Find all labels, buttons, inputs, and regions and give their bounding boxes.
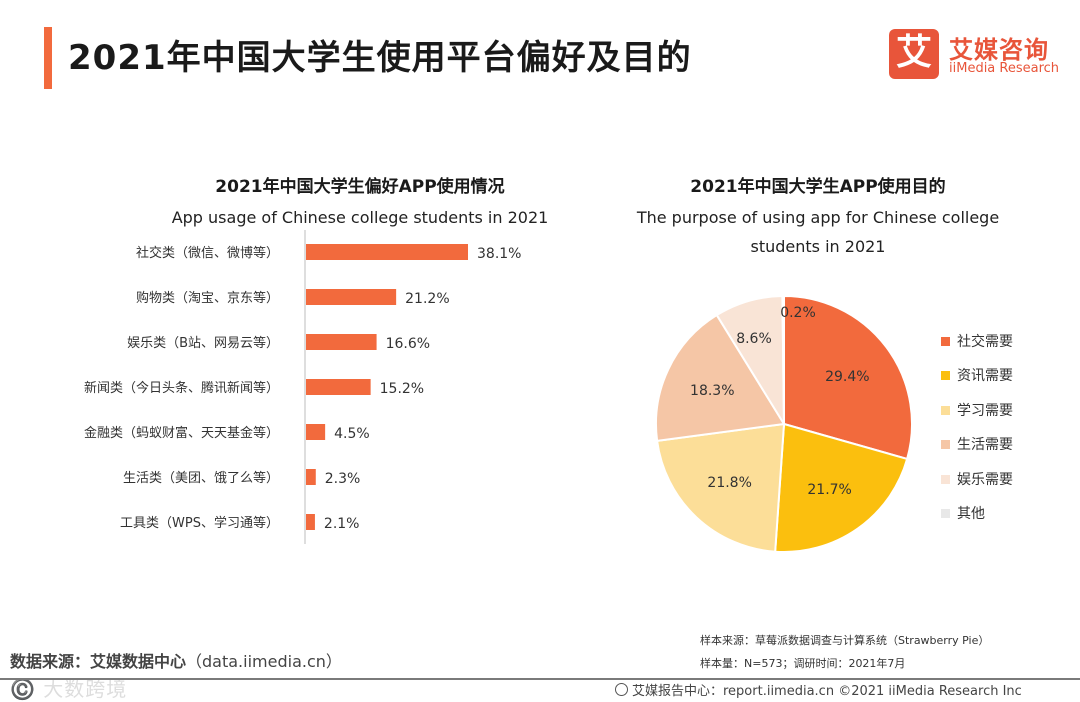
bar-value-label: 2.1% <box>324 516 360 532</box>
bar <box>306 289 397 305</box>
legend-label: 娱乐需要 <box>957 471 1013 488</box>
footer-text[interactable]: 艾媒报告中心：report.iimedia.cn ©2021 iiMedia R… <box>632 684 1022 699</box>
bar-value-label: 38.1% <box>477 246 521 262</box>
pie-chart-subtitle-line2: students in 2021 <box>750 237 886 256</box>
brand-logo[interactable]: 艾 艾媒咨询 iiMedia Research <box>889 29 1064 81</box>
pie-value-label: 0.2% <box>780 305 816 321</box>
legend-label: 学习需要 <box>957 402 1013 419</box>
bar <box>306 514 315 530</box>
bar-value-label: 2.3% <box>325 471 361 487</box>
data-source: 数据来源：艾媒数据中心（data.iimedia.cn） <box>10 648 342 672</box>
brand-logo-mark: 艾 <box>895 32 932 73</box>
bar-chart-header: 2021年中国大学生偏好APP使用情况 App usage of Chinese… <box>150 172 570 227</box>
bar-chart-subtitle: App usage of Chinese college students in… <box>171 208 549 227</box>
data-source-label: 数据来源：艾媒数据中心 <box>10 652 187 671</box>
watermark: ©️ 大数跨境 <box>10 677 128 701</box>
brand-logo-icon: 艾 <box>889 29 939 79</box>
legend-swatch <box>941 371 950 381</box>
bar <box>306 469 316 485</box>
pie-value-label: 21.7% <box>807 482 851 498</box>
pie-value-label: 8.6% <box>736 331 772 347</box>
brand-name-cn: 艾媒咨询 <box>949 36 1049 64</box>
footer: 艾媒报告中心：report.iimedia.cn ©2021 iiMedia R… <box>615 680 1022 699</box>
pie-value-label: 21.8% <box>707 475 751 491</box>
legend-swatch <box>941 508 950 518</box>
legend-label: 社交需要 <box>957 334 1013 350</box>
bar <box>306 334 377 350</box>
bar-category-label: 生活类（美团、饿了么等） <box>123 470 279 486</box>
bar-category-label: 工具类（WPS、学习通等） <box>120 515 279 531</box>
pie-slice <box>655 313 786 442</box>
legend-swatch <box>941 337 950 346</box>
bar <box>306 424 326 440</box>
sample-size-note: 样本量：N=573；调研时间：2021年7月 <box>700 657 906 670</box>
page-title: 2021年中国大学生使用平台偏好及目的 <box>68 38 692 78</box>
bar-category-label: 金融类（蚂蚁财富、天天基金等） <box>84 425 279 441</box>
data-source-url[interactable]: （data.iimedia.cn） <box>186 652 342 671</box>
pie-chart-title: 2021年中国大学生APP使用目的 <box>690 177 946 197</box>
sample-source-note: 样本来源：草莓派数据调查与计算系统（Strawberry Pie） <box>700 634 990 647</box>
legend-label: 生活需要 <box>957 437 1013 454</box>
bar-category-label: 娱乐类（B站、网易云等） <box>127 335 279 351</box>
pie-value-label: 18.3% <box>690 383 734 399</box>
legend-label: 资讯需要 <box>957 368 1013 385</box>
bar-category-label: 新闻类（今日头条、腾讯新闻等） <box>84 380 279 396</box>
bar-value-label: 15.2% <box>380 381 424 397</box>
bar-chart: 社交类（微信、微博等） 38.1% 购物类（淘宝、京东等） 21.2% 娱乐类（B站、网… <box>84 230 521 544</box>
globe-icon <box>615 683 628 696</box>
bar-category-label: 社交类（微信、微博等） <box>136 245 279 261</box>
title-accent-bar <box>44 27 52 89</box>
pie-chart-subtitle-line1: The purpose of using app for Chinese col… <box>636 208 1000 227</box>
pie-slice <box>783 294 913 461</box>
pie-slice <box>655 422 786 553</box>
bar-category-label: 购物类（淘宝、京东等） <box>136 290 279 306</box>
footer-divider <box>0 678 1080 680</box>
pie-chart: 29.4% 21.7% 21.8% 18.3% 8.6% 0.2% <box>655 294 913 553</box>
brand-name-en: iiMedia Research <box>949 61 1060 76</box>
bar <box>306 244 468 260</box>
bar-chart-title: 2021年中国大学生偏好APP使用情况 <box>215 177 505 197</box>
bar <box>306 379 371 395</box>
bar-value-label: 21.2% <box>405 291 449 307</box>
legend-label: 其他 <box>957 505 985 522</box>
legend-swatch <box>941 440 950 450</box>
legend-swatch <box>941 405 950 415</box>
pie-value-label: 29.4% <box>825 369 869 385</box>
pie-slice <box>781 294 785 425</box>
pie-chart-header: 2021年中国大学生APP使用目的 The purpose of using a… <box>598 172 1038 256</box>
pie-slice <box>774 422 909 553</box>
legend-swatch <box>941 474 950 484</box>
bar-value-label: 16.6% <box>386 336 430 352</box>
bar-value-label: 4.5% <box>334 426 370 442</box>
